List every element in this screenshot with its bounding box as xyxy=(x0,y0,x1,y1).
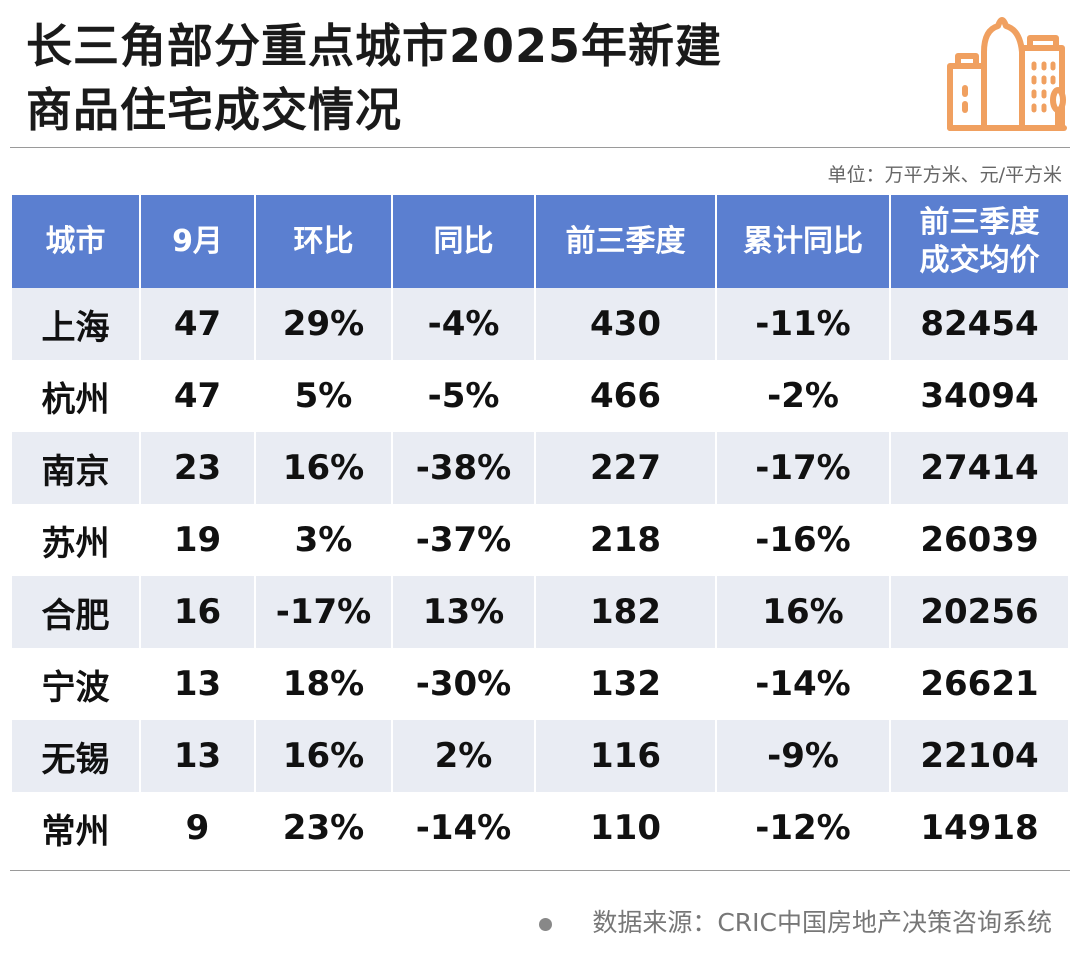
city-buildings-icon xyxy=(947,17,1067,131)
source-text: 数据来源：CRIC中国房地产决策咨询系统 xyxy=(592,908,1052,937)
cell-city: 合肥 xyxy=(12,576,141,648)
table-row: 合肥 16 -17% 13% 182 16% 20256 xyxy=(12,576,1068,648)
unit-label: 单位：万平方米、元/平方米 xyxy=(827,164,1062,186)
cell-yoy: -4% xyxy=(392,288,536,360)
cell-avg-price: 26621 xyxy=(920,664,1039,704)
header-yoy: 同比 xyxy=(392,195,536,288)
header-q1-q3: 前三季度 xyxy=(535,195,717,288)
cell-september: 23 xyxy=(140,432,256,504)
sales-table: 城市 9月 环比 同比 前三季度 累计同比 前三季度 成交均价 上海 47 29% -… xyxy=(12,195,1068,864)
cell-q1-q3: 218 xyxy=(535,504,717,576)
cell-cumulative-yoy: -17% xyxy=(716,432,891,504)
cell-yoy: -37% xyxy=(392,504,536,576)
cell-q1-q3: 182 xyxy=(535,576,717,648)
cell-cumulative-yoy: 16% xyxy=(716,576,891,648)
cell-cumulative-yoy: -2% xyxy=(716,360,891,432)
title-line-1: 长三角部分重点城市2025年新建 xyxy=(26,19,723,73)
cell-city: 常州 xyxy=(12,792,141,864)
cell-september: 47 xyxy=(140,288,256,360)
table-row: 上海 47 29% -4% 430 -11% 82454 xyxy=(12,288,1068,360)
cell-city: 杭州 xyxy=(12,360,141,432)
cell-avg-price: 34094 xyxy=(920,376,1039,416)
table-row: 南京 23 16% -38% 227 -17% 27414 xyxy=(12,432,1068,504)
cell-mom: -17% xyxy=(255,576,393,648)
cell-yoy: -38% xyxy=(392,432,536,504)
cell-mom: 23% xyxy=(255,792,393,864)
cell-yoy: 13% xyxy=(392,576,536,648)
bullet-icon xyxy=(539,917,553,931)
cell-september: 9 xyxy=(140,792,256,864)
cell-cumulative-yoy: -11% xyxy=(716,288,891,360)
cell-q1-q3: 430 xyxy=(535,288,717,360)
cell-city: 无锡 xyxy=(12,720,141,792)
cell-cumulative-yoy: -12% xyxy=(716,792,891,864)
cell-yoy: -14% xyxy=(392,792,536,864)
cell-q1-q3: 116 xyxy=(535,720,717,792)
top-divider xyxy=(10,147,1070,148)
source-note: 数据来源：CRIC中国房地产决策咨询系统 xyxy=(539,903,1052,939)
cell-avg-price: 82454 xyxy=(890,288,1068,360)
cell-city: 南京 xyxy=(12,432,141,504)
cell-september: 16 xyxy=(140,576,256,648)
title-line-2: 商品住宅成交情况 xyxy=(26,83,402,137)
table-row: 常州 9 23% -14% 110 -12% 14918 xyxy=(12,792,1068,864)
cell-mom: 18% xyxy=(255,648,393,720)
table-row: 杭州 47 5% -5% 466 -2% 34094 xyxy=(12,360,1068,432)
cell-mom: 3% xyxy=(255,504,393,576)
cell-mom: 16% xyxy=(255,432,393,504)
header-september: 9月 xyxy=(140,195,256,288)
cell-q1-q3: 132 xyxy=(535,648,717,720)
cell-cumulative-yoy: -14% xyxy=(716,648,891,720)
header-avg-price-line2: 成交均价 xyxy=(919,242,1040,278)
cell-avg-price: 22104 xyxy=(890,720,1068,792)
header-mom: 环比 xyxy=(255,195,393,288)
cell-mom: 5% xyxy=(255,360,393,432)
table-row: 无锡 13 16% 2% 116 -9% 22104 xyxy=(12,720,1068,792)
cell-city: 苏州 xyxy=(12,504,141,576)
header-cumulative-yoy: 累计同比 xyxy=(716,195,891,288)
cell-city: 宁波 xyxy=(12,648,141,720)
cell-mom: 29% xyxy=(255,288,393,360)
cell-mom: 16% xyxy=(255,720,393,792)
table-row: 苏州 19 3% -37% 218 -16% 26039 xyxy=(12,504,1068,576)
cell-september: 47 xyxy=(140,360,256,432)
page-title: 长三角部分重点城市2025年新建 商品住宅成交情况 xyxy=(26,14,722,142)
cell-september: 19 xyxy=(140,504,256,576)
cell-avg-price: 26039 xyxy=(920,520,1039,560)
cell-yoy: -5% xyxy=(392,360,536,432)
cell-avg-price: 27414 xyxy=(890,432,1068,504)
cell-cumulative-yoy: -9% xyxy=(716,720,891,792)
cell-q1-q3: 227 xyxy=(535,432,717,504)
cell-q1-q3: 466 xyxy=(535,360,717,432)
cell-avg-price: 20256 xyxy=(890,576,1068,648)
cell-q1-q3: 110 xyxy=(535,792,717,864)
header-avg-price-line1: 前三季度 xyxy=(919,204,1040,240)
cell-yoy: -30% xyxy=(392,648,536,720)
cell-september: 13 xyxy=(140,720,256,792)
table-row: 宁波 13 18% -30% 132 -14% 26621 xyxy=(12,648,1068,720)
cell-yoy: 2% xyxy=(392,720,536,792)
cell-avg-price: 14918 xyxy=(920,808,1039,848)
cell-city: 上海 xyxy=(12,288,141,360)
header-city: 城市 xyxy=(12,195,141,288)
bottom-divider xyxy=(10,870,1070,871)
header-avg-price: 前三季度 成交均价 xyxy=(890,195,1068,288)
cell-september: 13 xyxy=(140,648,256,720)
cell-cumulative-yoy: -16% xyxy=(716,504,891,576)
table-header-row: 城市 9月 环比 同比 前三季度 累计同比 前三季度 成交均价 xyxy=(12,195,1068,288)
